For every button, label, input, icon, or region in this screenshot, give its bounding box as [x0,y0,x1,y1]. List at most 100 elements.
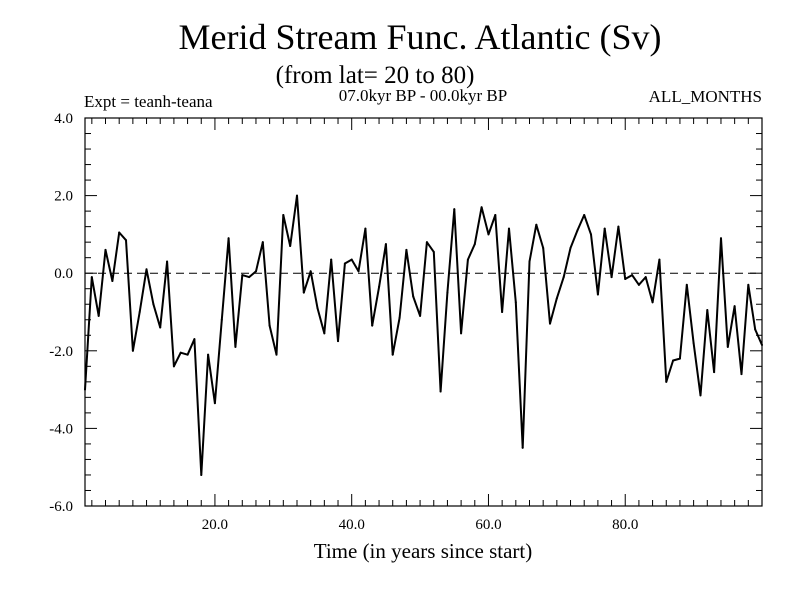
data-point [740,373,743,376]
data-point [535,223,538,226]
data-point [678,357,681,360]
x-axis-label: Time (in years since start) [314,539,533,563]
data-point [172,365,175,368]
data-point [665,380,668,383]
axis-ticks [85,117,763,507]
data-point [425,241,428,244]
data-point [186,353,189,356]
data-point [254,270,257,273]
data-point [220,318,223,321]
data-point [432,250,435,253]
data-point [644,276,647,279]
data-point [747,283,750,286]
data-point [412,295,415,298]
data-point [364,227,367,230]
x-tick-label: 40.0 [339,517,365,533]
data-point [549,322,552,325]
data-point [733,305,736,308]
data-point [419,314,422,317]
data-point [384,243,387,246]
data-point [473,243,476,246]
data-point [460,332,463,335]
data-point [104,248,107,251]
data-point [357,270,360,273]
data-point [391,353,394,356]
data-point [350,258,353,261]
y-tick-label: 4.0 [54,111,73,127]
data-point [398,316,401,319]
data-point [685,283,688,286]
period-label: 07.0kyr BP - 00.0kyr BP [339,86,507,105]
data-point [179,351,182,354]
data-point [713,371,716,374]
data-point [268,324,271,327]
data-point [241,274,244,277]
data-point [507,227,510,230]
data-point [501,311,504,313]
data-point [111,279,114,282]
data-point [726,345,729,348]
data-point [637,283,640,286]
y-tick-label: -4.0 [49,421,73,437]
series-line [84,194,763,476]
data-point [289,245,292,248]
data-point [754,328,757,331]
x-tick-label: 20.0 [202,517,228,533]
data-point [466,258,469,261]
data-point [282,214,285,216]
data-point [583,214,586,216]
plot-area [84,117,763,507]
data-point [275,353,278,356]
data-point [131,349,134,352]
chart-title: Merid Stream Func. Atlantic (Sv) [179,17,662,57]
data-point [207,353,210,356]
data-point [562,276,565,279]
data-point [453,208,456,211]
data-point [97,314,100,317]
data-point [337,340,340,343]
data-point [487,233,490,236]
data-point [234,345,237,348]
data-point [118,231,121,234]
data-point [590,233,593,236]
data-point [330,258,333,261]
data-point [145,268,148,271]
data-point [227,237,230,240]
data-point [719,237,722,240]
data-point [480,206,483,209]
experiment-label: Expt = teanh-teana [84,92,213,111]
y-tick-label: -6.0 [49,499,73,515]
x-tick-label: 60.0 [475,517,501,533]
data-point [631,274,634,277]
data-point [617,225,620,228]
data-point [528,260,531,263]
data-point [405,248,408,251]
data-point [302,291,305,294]
data-point [672,359,675,362]
data-point [658,258,661,261]
data-point [295,194,298,197]
axis-tick-labels: 20.0 40.0 60.0 80.0 4.0 2.0 0.0 -2.0 -4.0 -6.0 [49,111,638,533]
data-point [706,309,709,312]
data-point [494,214,497,216]
data-point [699,394,702,397]
data-point [761,343,763,346]
y-tick-label: -2.0 [49,344,73,360]
data-point [323,332,326,335]
data-point [542,246,545,249]
data-point [152,303,155,306]
data-point [576,229,579,232]
plot-frame [84,117,763,507]
data-point [692,342,695,345]
data-point [651,301,654,304]
data-point [316,307,319,310]
data-point [309,270,312,273]
y-tick-label: 2.0 [54,189,73,205]
data-point [200,473,203,476]
data-point [84,388,86,391]
data-point [446,291,449,294]
data-point [610,276,613,279]
data-point [514,301,517,304]
x-tick-label: 80.0 [612,517,638,533]
